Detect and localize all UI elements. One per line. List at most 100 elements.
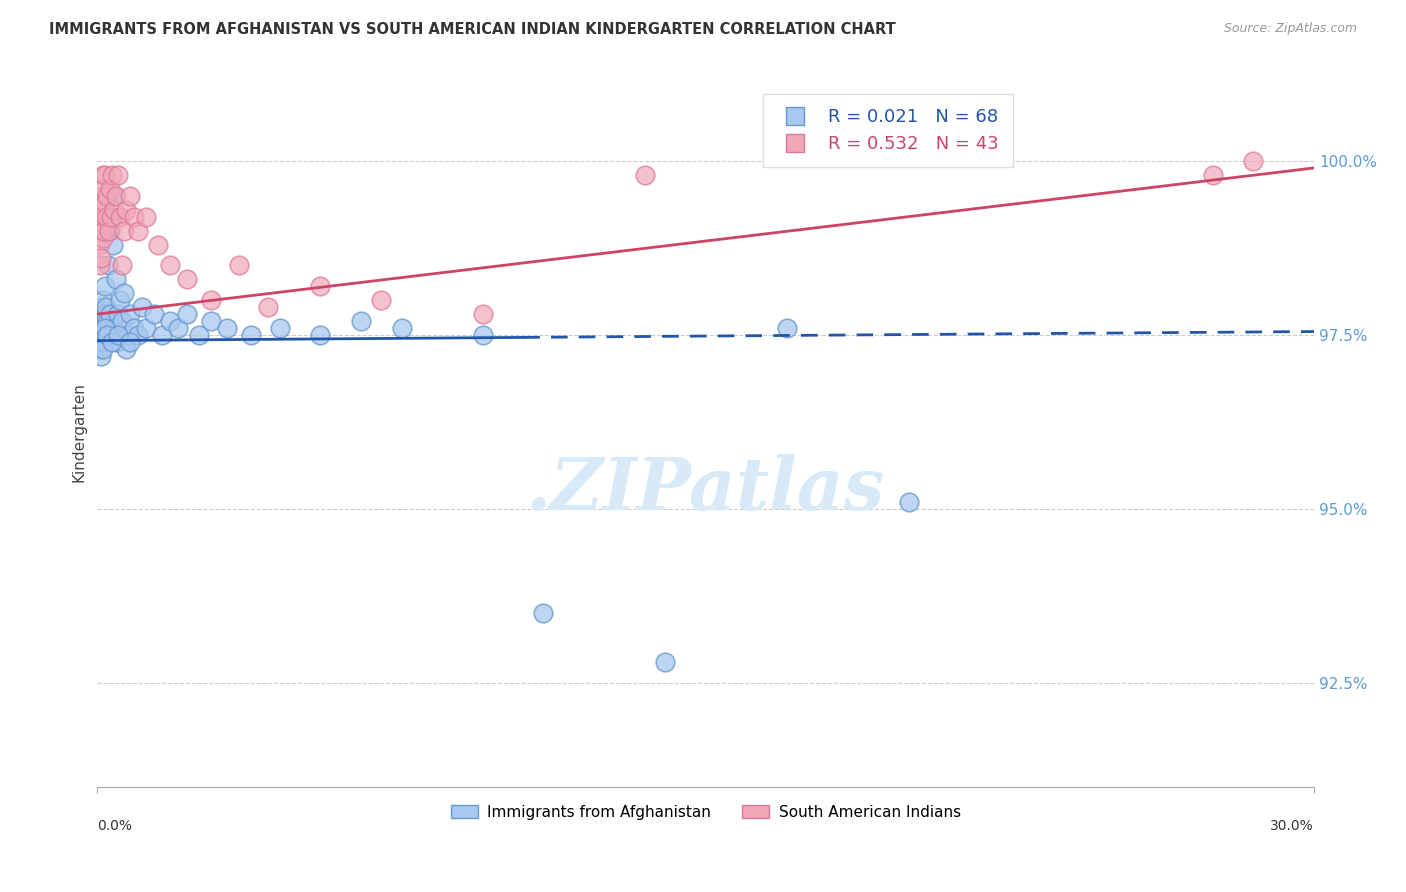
Point [200, 314, 222, 328]
Point [89, 237, 111, 252]
Point [187, 328, 209, 343]
Legend: Immigrants from Afghanistan, South American Indians: Immigrants from Afghanistan, South Ameri… [444, 798, 967, 826]
Point [159, 259, 181, 273]
Point [93, 314, 115, 328]
Point [91, 334, 114, 349]
Point [176, 307, 198, 321]
Point [98, 182, 121, 196]
Text: IMMIGRANTS FROM AFGHANISTAN VS SOUTH AMERICAN INDIAN KINDERGARTEN CORRELATION CH: IMMIGRANTS FROM AFGHANISTAN VS SOUTH AME… [49, 22, 896, 37]
Point [96, 314, 118, 328]
Point [100, 210, 122, 224]
Point [176, 272, 198, 286]
Point [91, 328, 114, 343]
Point [107, 328, 129, 343]
Point [114, 342, 136, 356]
Point [100, 210, 122, 224]
Point [104, 188, 127, 202]
Point [98, 224, 121, 238]
Point [127, 224, 149, 238]
Point [107, 168, 129, 182]
Point [94, 300, 117, 314]
Point [256, 300, 278, 314]
Point [90, 334, 112, 349]
Point [105, 334, 128, 349]
Point [159, 314, 181, 328]
Point [94, 307, 117, 321]
Point [91, 202, 114, 217]
Point [90, 300, 112, 314]
Point [96, 188, 118, 202]
Point [97, 259, 120, 273]
Point [91, 293, 114, 308]
Point [89, 342, 111, 356]
Point [89, 259, 111, 273]
Point [471, 307, 494, 321]
Point [654, 655, 676, 669]
Point [114, 202, 136, 217]
Point [148, 237, 170, 252]
Point [112, 224, 135, 238]
Text: Source: ZipAtlas.com: Source: ZipAtlas.com [1223, 22, 1357, 36]
Point [93, 182, 115, 196]
Point [118, 307, 141, 321]
Point [91, 321, 114, 335]
Point [90, 210, 112, 224]
Text: .ZIPatlas: .ZIPatlas [526, 454, 886, 524]
Y-axis label: Kindergarten: Kindergarten [72, 383, 86, 483]
Point [93, 168, 115, 182]
Point [103, 188, 125, 202]
Text: 30.0%: 30.0% [1271, 820, 1315, 833]
Point [90, 321, 112, 335]
Point [1241, 153, 1264, 168]
Point [167, 321, 190, 335]
Point [107, 307, 129, 321]
Point [135, 321, 157, 335]
Point [897, 495, 920, 509]
Point [91, 217, 114, 231]
Point [94, 168, 117, 182]
Text: 0.0%: 0.0% [97, 820, 132, 833]
Point [111, 259, 134, 273]
Point [108, 293, 131, 308]
Point [350, 314, 373, 328]
Point [90, 252, 112, 266]
Point [98, 307, 121, 321]
Point [269, 321, 291, 335]
Point [103, 202, 125, 217]
Point [96, 328, 118, 343]
Point [228, 259, 250, 273]
Point [135, 210, 157, 224]
Point [93, 321, 115, 335]
Point [217, 321, 239, 335]
Point [93, 195, 115, 210]
Point [108, 210, 131, 224]
Point [101, 168, 124, 182]
Point [90, 349, 112, 363]
Point [93, 328, 115, 343]
Point [370, 293, 392, 308]
Point [90, 188, 112, 202]
Point [117, 328, 139, 343]
Point [104, 272, 127, 286]
Point [240, 328, 263, 343]
Point [533, 607, 555, 621]
Point [90, 334, 112, 349]
Point [89, 321, 111, 335]
Point [96, 210, 118, 224]
Point [200, 293, 222, 308]
Point [1202, 168, 1225, 182]
Point [776, 321, 799, 335]
Point [93, 224, 115, 238]
Point [118, 188, 141, 202]
Point [93, 307, 115, 321]
Point [93, 342, 115, 356]
Point [391, 321, 413, 335]
Point [122, 210, 145, 224]
Point [150, 328, 173, 343]
Point [97, 224, 120, 238]
Point [90, 224, 112, 238]
Point [131, 300, 153, 314]
Point [118, 334, 141, 349]
Point [96, 328, 118, 343]
Point [90, 307, 112, 321]
